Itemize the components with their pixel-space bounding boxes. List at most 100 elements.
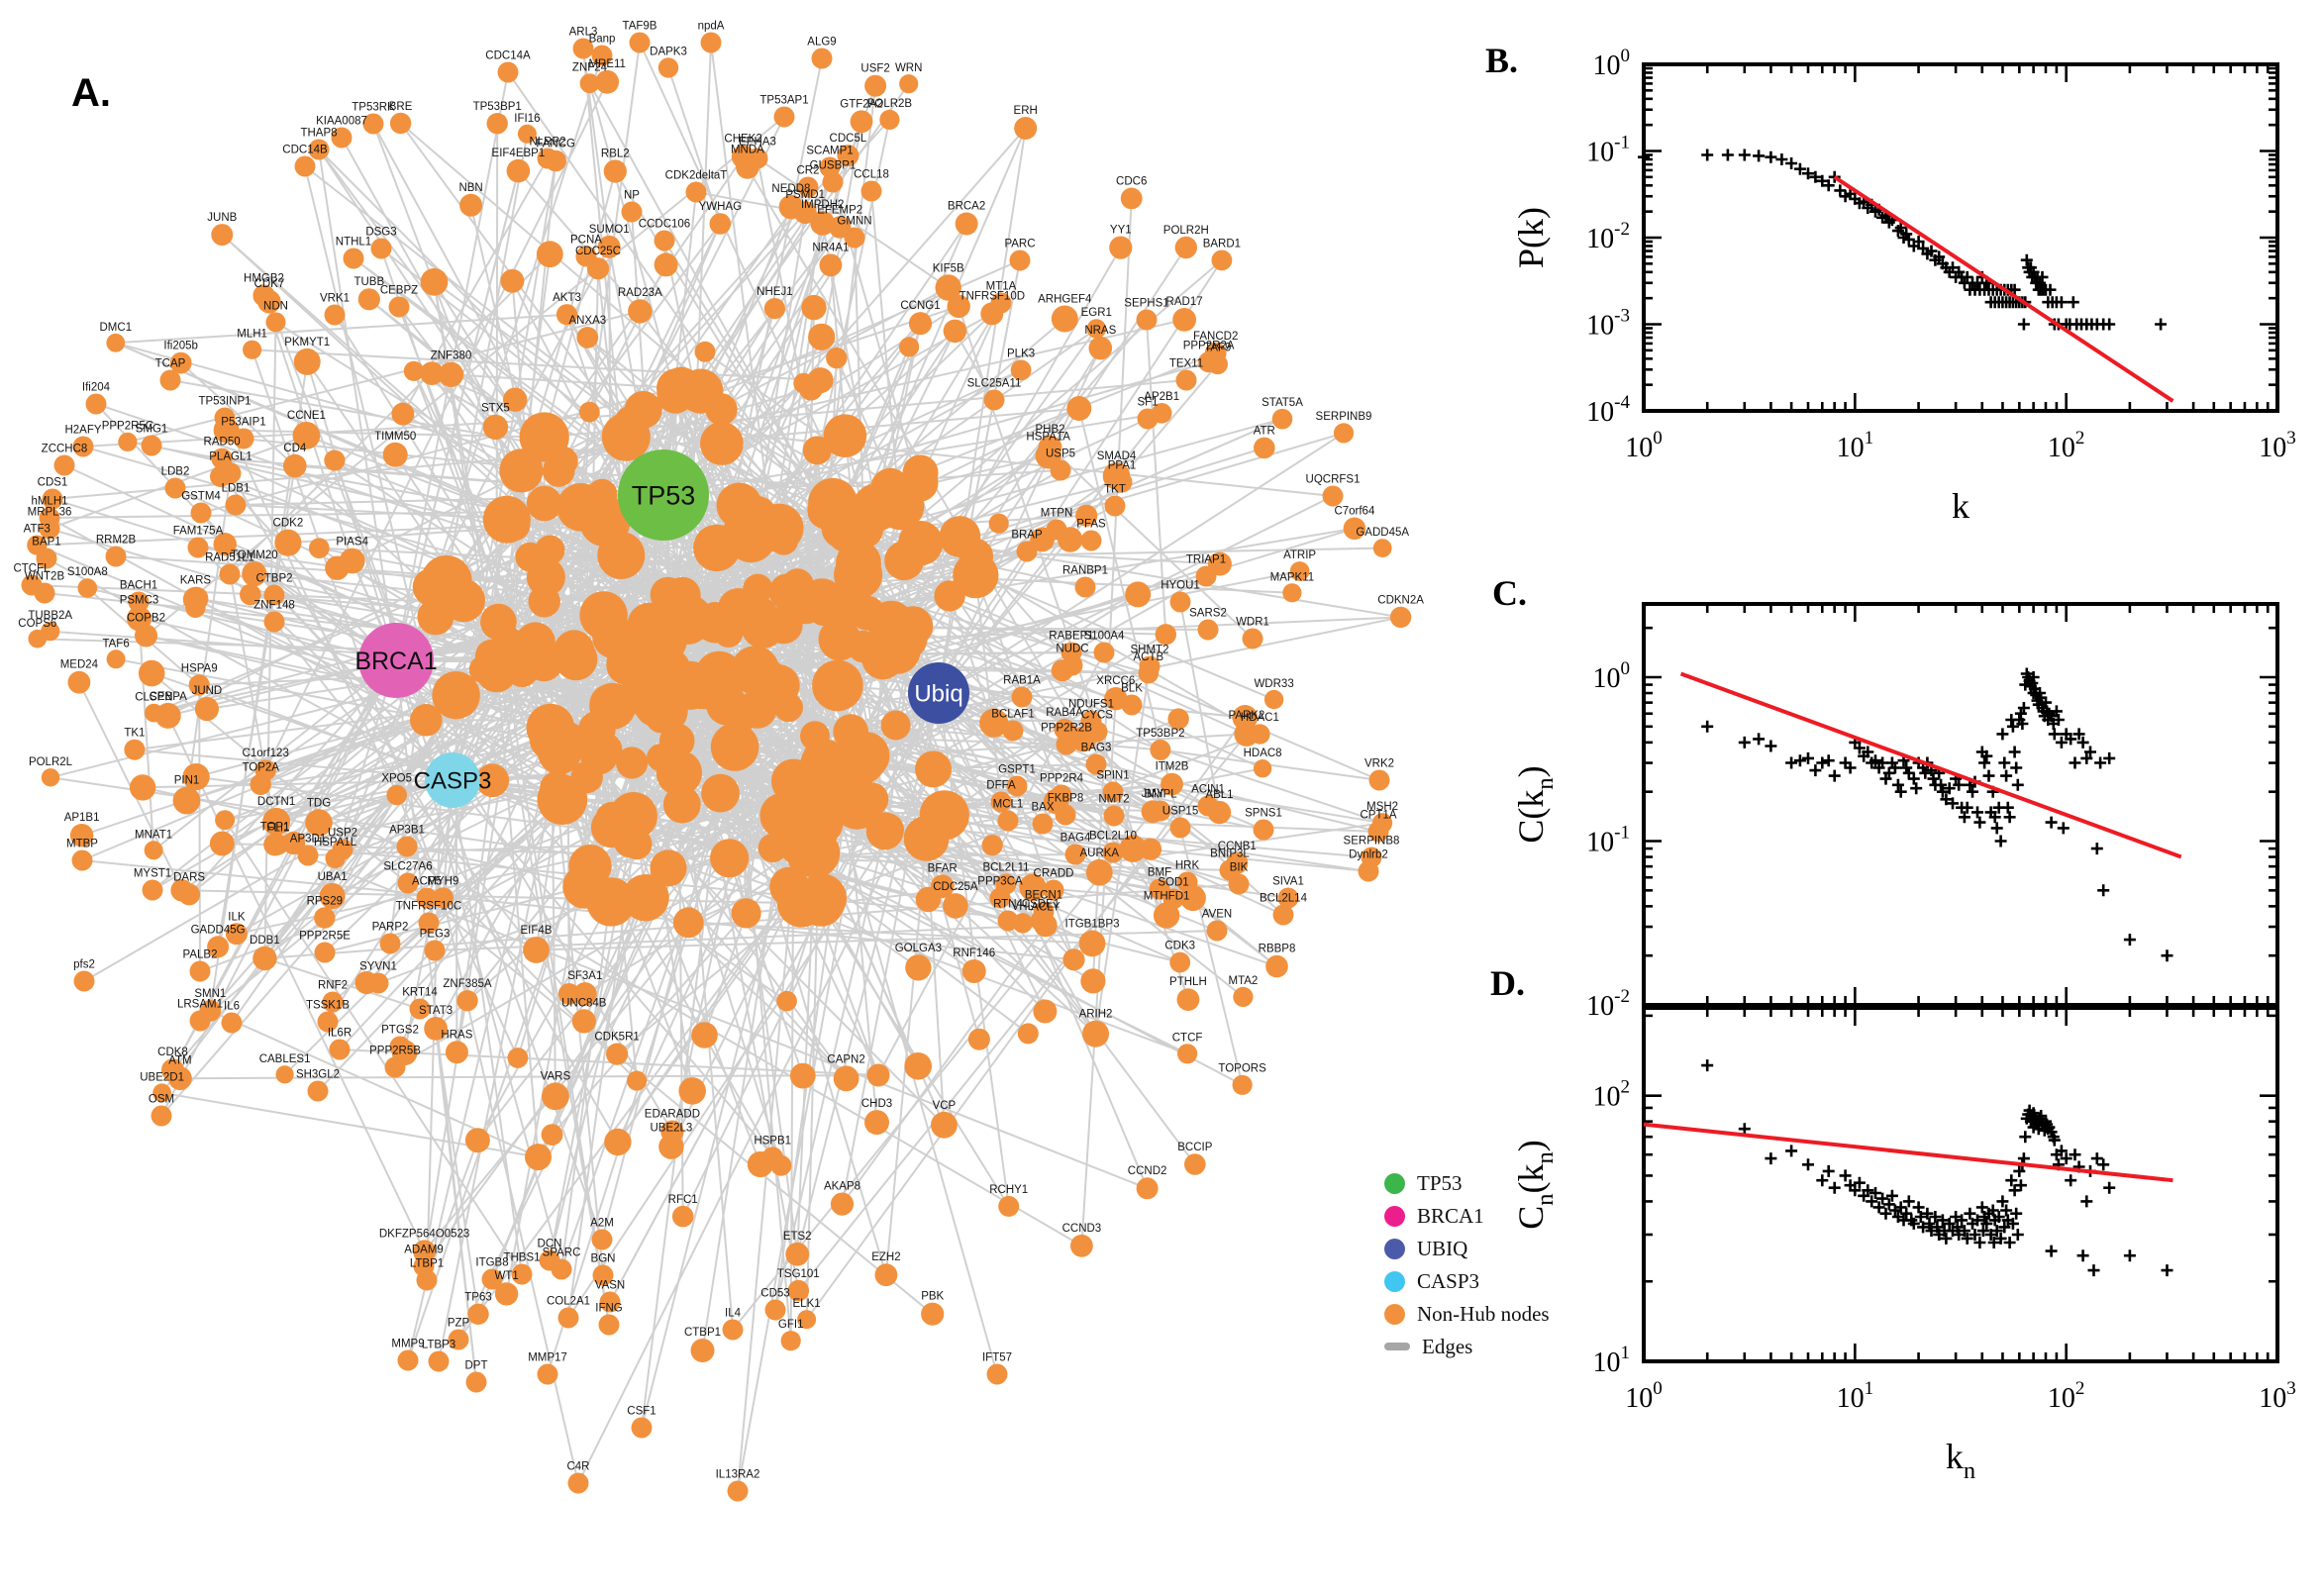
network-node bbox=[1161, 772, 1183, 796]
gene-label: BFAR bbox=[928, 862, 958, 874]
network-node bbox=[606, 642, 647, 682]
gene-label: ZNF24 bbox=[572, 61, 608, 73]
network-node bbox=[629, 32, 651, 53]
data-point bbox=[2016, 718, 2029, 730]
network-node bbox=[53, 454, 75, 476]
network-node bbox=[808, 323, 836, 350]
network-node bbox=[812, 659, 863, 712]
gene-label: CHEK2 bbox=[724, 134, 761, 146]
gene-label: PPP2R4 bbox=[1040, 773, 1084, 785]
gene-label: AKAP8 bbox=[824, 1181, 860, 1193]
network-node bbox=[1176, 988, 1200, 1011]
gene-label: Banp bbox=[589, 34, 616, 46]
data-point bbox=[1765, 150, 1777, 163]
network-node bbox=[1033, 999, 1058, 1024]
data-point bbox=[1956, 1214, 1969, 1227]
network-node bbox=[325, 848, 346, 869]
data-point bbox=[1900, 228, 1913, 241]
network-node bbox=[1141, 800, 1164, 824]
network-node bbox=[242, 561, 267, 587]
network-node bbox=[467, 1303, 489, 1326]
gene-label: TAF6 bbox=[102, 638, 129, 649]
network-edge bbox=[82, 446, 940, 694]
network-node bbox=[572, 982, 597, 1006]
gene-label: SPIN1 bbox=[1096, 770, 1129, 782]
gene-label: ACIN1 bbox=[1191, 784, 1225, 796]
data-point bbox=[1839, 1169, 1852, 1182]
tick-label: 10-4 bbox=[1586, 392, 1630, 428]
network-node bbox=[1085, 858, 1113, 886]
data-point bbox=[1984, 1229, 1997, 1241]
gene-label: CDC25A bbox=[933, 881, 978, 893]
network-node bbox=[1136, 309, 1158, 331]
gene-label: HMGB2 bbox=[244, 272, 284, 284]
network-node bbox=[835, 584, 864, 614]
data-point bbox=[1853, 1176, 1866, 1189]
panel-b-label: B. bbox=[1485, 41, 1519, 80]
network-node bbox=[798, 375, 824, 401]
legend-label: UBIQ bbox=[1417, 1236, 1468, 1260]
network-node bbox=[182, 763, 210, 791]
data-point bbox=[1822, 179, 1835, 192]
gene-label: USP15 bbox=[1162, 806, 1198, 818]
network-node bbox=[828, 519, 861, 552]
gene-label: FANCD2 bbox=[1193, 331, 1238, 343]
network-node bbox=[981, 835, 1003, 856]
data-point bbox=[2090, 1152, 2103, 1165]
gene-label: CTBP1 bbox=[684, 1327, 721, 1339]
gene-label: ARL3 bbox=[569, 27, 598, 39]
network-node bbox=[722, 1319, 744, 1341]
network-node bbox=[506, 158, 531, 183]
gene-label: SERPINB9 bbox=[1316, 411, 1372, 423]
gene-label: ERH bbox=[1014, 105, 1038, 117]
network-node bbox=[656, 749, 703, 796]
gene-label: HSPB1 bbox=[754, 1135, 791, 1147]
gene-label: WRN bbox=[895, 62, 922, 74]
gene-label: DFFA bbox=[986, 780, 1016, 792]
gene-label: MAPK11 bbox=[1270, 571, 1315, 583]
network-node bbox=[1102, 842, 1124, 863]
network-node bbox=[800, 578, 844, 622]
network-node bbox=[254, 759, 276, 781]
gene-label: PLK3 bbox=[1007, 348, 1035, 359]
network-edge bbox=[662, 191, 697, 496]
network-edge bbox=[757, 157, 950, 289]
gene-label: MSH2 bbox=[1366, 801, 1398, 813]
gene-label: RBL2 bbox=[601, 148, 630, 159]
network-node bbox=[556, 304, 578, 326]
tick-label: 10-2 bbox=[1586, 219, 1630, 254]
data-point bbox=[1980, 1217, 1993, 1230]
tick-label: 102 bbox=[2048, 1378, 2085, 1414]
network-node bbox=[764, 1299, 786, 1321]
network-node bbox=[475, 763, 510, 798]
gene-label: BECN1 bbox=[1025, 890, 1062, 902]
network-edge bbox=[1091, 198, 1133, 981]
gene-label: MED24 bbox=[60, 659, 99, 671]
data-point bbox=[2080, 1195, 2093, 1208]
network-node bbox=[382, 442, 408, 467]
data-point bbox=[1869, 754, 1881, 767]
network-node bbox=[486, 113, 508, 135]
data-point bbox=[1853, 742, 1866, 754]
gene-label: SIVA1 bbox=[1272, 876, 1304, 888]
gene-label: BMF bbox=[1148, 867, 1171, 879]
gene-label: EDARADD bbox=[645, 1109, 700, 1121]
gene-label: PHB2 bbox=[1035, 424, 1064, 436]
data-point bbox=[1961, 801, 1973, 814]
network-node bbox=[915, 886, 942, 913]
network-node bbox=[979, 708, 1009, 738]
network-edge bbox=[160, 659, 397, 1117]
network-node bbox=[1010, 359, 1032, 381]
network-node bbox=[826, 347, 848, 369]
data-point bbox=[1844, 761, 1857, 774]
network-node bbox=[606, 1043, 629, 1065]
network-node bbox=[1150, 739, 1171, 760]
gene-label: STAT3 bbox=[419, 1005, 453, 1017]
network-node bbox=[190, 502, 212, 524]
nonhub-swatch-icon bbox=[1384, 1303, 1405, 1325]
data-point bbox=[1907, 772, 1920, 785]
gene-label: ATR bbox=[1254, 426, 1275, 438]
panel-d-label: D. bbox=[1490, 963, 1525, 1003]
data-point bbox=[2003, 811, 2016, 824]
gene-label: RAD17 bbox=[1166, 296, 1203, 308]
